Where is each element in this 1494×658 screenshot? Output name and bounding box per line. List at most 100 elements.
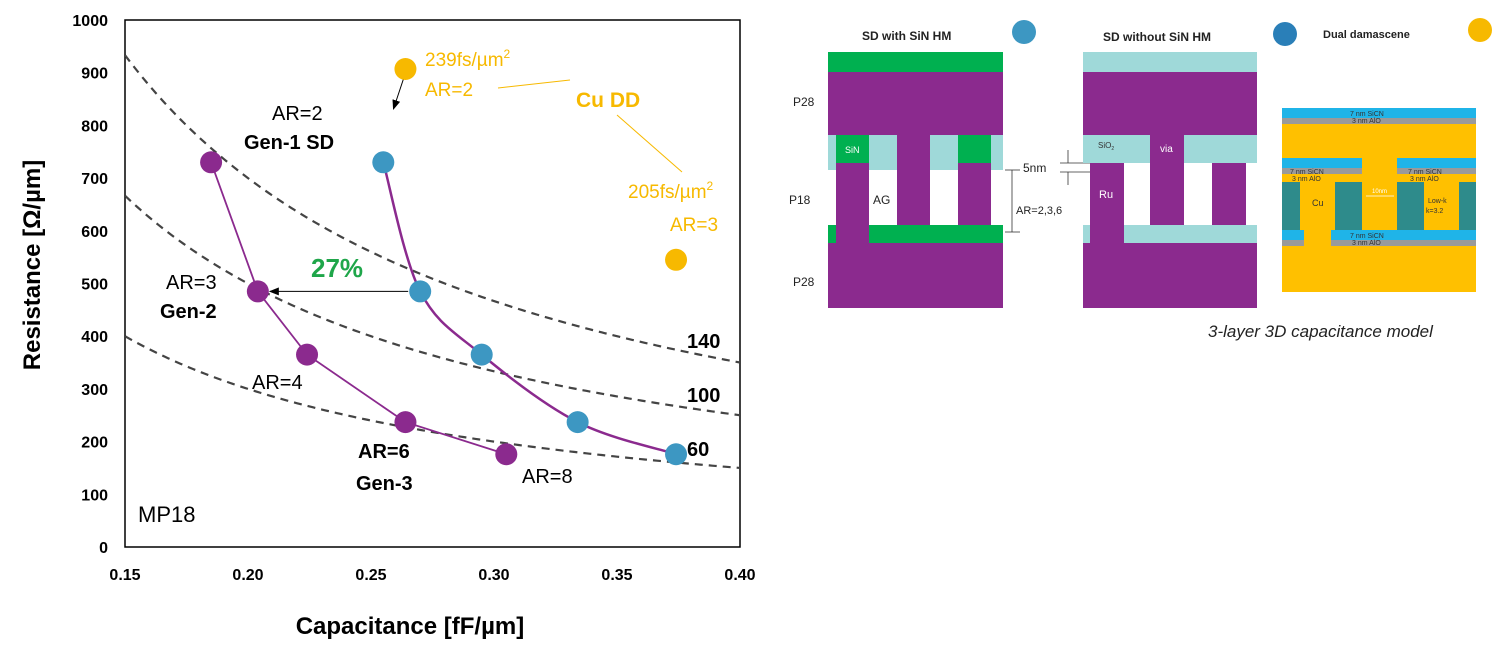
y-tick-label: 300 <box>81 382 108 399</box>
dd-lowk1: Low-k <box>1428 198 1447 205</box>
annotation-arrows <box>268 78 409 296</box>
title-sd-without-hm: SD without SiN HM <box>1103 30 1211 44</box>
label-p28-bottom: P28 <box>793 275 815 289</box>
y-axis-label: Resistance [Ω/µm] <box>19 160 46 370</box>
dd-mid-alo: 3 nm AlO <box>1292 176 1321 183</box>
legend-dot-without-hm <box>1273 22 1297 46</box>
x-tick-label: 0.15 <box>109 567 140 584</box>
iso-label-140: 140 <box>687 331 720 353</box>
label-gen3: Gen-3 <box>356 473 413 495</box>
label-dd2-tau: 205fs/µm2 <box>628 179 714 203</box>
iso-rc-curves <box>125 54 740 470</box>
label-dd1-tau: 239fs/µm2 <box>425 47 511 71</box>
data-point-s2-p1 <box>665 248 688 271</box>
x-axis-label: Capacitance [fF/µm] <box>296 613 525 640</box>
cu-dd-leader-right <box>616 114 683 173</box>
label-ag: AG <box>873 193 890 207</box>
y-tick-labels: 0 100 200 300 400 500 600 700 800 900 1000 <box>72 13 108 557</box>
structure-sd-without-hm <box>1083 52 1257 308</box>
iso-rc-labels: 140 100 60 <box>687 331 720 461</box>
label-mp18: MP18 <box>138 502 195 527</box>
dd-10nm: 10nm <box>1372 189 1387 195</box>
plot-frame <box>124 19 741 548</box>
dd-mid-alo2: 3 nm AlO <box>1410 176 1439 183</box>
dd-lowk2: k=3.2 <box>1426 208 1443 215</box>
y-tick-label: 200 <box>81 435 108 452</box>
dd-mid-sicn: 7 nm SiCN <box>1290 169 1324 176</box>
y-tick-label: 1000 <box>72 13 108 30</box>
data-point-s1-p4 <box>495 443 518 466</box>
data-point-s0-p4 <box>665 443 688 466</box>
data-point-s1-p1 <box>246 280 269 303</box>
x-tick-label: 0.35 <box>601 567 632 584</box>
title-sd-with-hm: SD with SiN HM <box>862 29 951 43</box>
y-tick-label: 800 <box>81 118 108 135</box>
label-sin: SiN <box>845 145 860 155</box>
y-tick-label: 900 <box>81 66 108 83</box>
data-point-s0-p3 <box>566 411 589 434</box>
iso-curve-60 <box>125 335 740 470</box>
data-point-s2-p0 <box>394 58 417 81</box>
label-ar-range: AR=2,3,6 <box>1016 205 1062 217</box>
dd-bot-alo: 3 nm AlO <box>1352 240 1381 247</box>
resistance-capacitance-chart: 0 100 200 300 400 500 600 700 800 900 1000 0.15 0.2… <box>19 13 756 640</box>
iso-curve-140 <box>125 54 740 364</box>
label-5nm: 5nm <box>1023 161 1046 175</box>
y-tick-label: 700 <box>81 171 108 188</box>
label-ar3: AR=3 <box>166 272 217 294</box>
structure-dual-damascene <box>1282 108 1476 292</box>
dd-mid-sicn2: 7 nm SiCN <box>1408 169 1442 176</box>
schematic-caption: 3-layer 3D capacitance model <box>1208 322 1434 341</box>
data-points <box>200 58 688 466</box>
y-tick-label: 400 <box>81 329 108 346</box>
x-tick-label: 0.40 <box>724 567 755 584</box>
legend-dot-dual <box>1468 18 1492 42</box>
cu-dd-leader-left <box>497 79 571 89</box>
label-ar8: AR=8 <box>522 466 573 488</box>
label-p18: P18 <box>789 193 811 207</box>
dd-cu: Cu <box>1312 198 1324 208</box>
data-point-s0-p1 <box>409 280 432 303</box>
y-tick-label: 100 <box>81 487 108 504</box>
dimension-markers <box>1005 150 1094 233</box>
x-tick-labels: 0.15 0.20 0.25 0.30 0.35 0.40 <box>109 567 755 584</box>
title-dual-damascene: Dual damascene <box>1323 29 1410 41</box>
legend-dot-with-hm <box>1012 20 1036 44</box>
label-dd2-ar: AR=3 <box>670 215 718 236</box>
y-tick-label: 0 <box>99 540 108 557</box>
iso-label-60: 60 <box>687 439 709 461</box>
dd-bot-sicn: 7 nm SiCN <box>1350 233 1384 240</box>
data-point-s0-p2 <box>470 343 493 366</box>
x-tick-label: 0.30 <box>478 567 509 584</box>
dd-top-alo: 3 nm AlO <box>1352 118 1381 125</box>
label-via: via <box>1160 144 1173 155</box>
series-line-0 <box>382 161 677 456</box>
data-point-s1-p2 <box>296 343 319 366</box>
label-gen2: Gen-2 <box>160 301 217 323</box>
label-ru: Ru <box>1099 189 1113 201</box>
label-dd1-ar: AR=2 <box>425 80 473 101</box>
label-gen1: Gen-1 SD <box>244 132 334 154</box>
label-ar2: AR=2 <box>272 103 323 125</box>
x-tick-label: 0.25 <box>355 567 386 584</box>
x-tick-label: 0.20 <box>232 567 263 584</box>
data-point-s1-p0 <box>200 151 223 174</box>
iso-label-100: 100 <box>687 385 720 407</box>
data-point-s1-p3 <box>394 411 417 434</box>
series-lines <box>210 161 677 456</box>
dd-top-sicn: 7 nm SiCN <box>1350 111 1384 118</box>
label-cu-dd: Cu DD <box>576 89 640 112</box>
series-line-1 <box>210 161 507 456</box>
label-p28-top: P28 <box>793 95 815 109</box>
iso-curve-100 <box>125 194 740 417</box>
structure-sd-with-hm <box>828 52 1003 308</box>
label-ar4: AR=4 <box>252 372 303 394</box>
label-sio2: SiO2 <box>1098 141 1114 152</box>
data-point-s0-p0 <box>372 151 395 174</box>
y-tick-label: 500 <box>81 277 108 294</box>
label-ar6: AR=6 <box>358 441 410 463</box>
schematic-panel: SD with SiN HM SD without SiN HM Dual da… <box>789 18 1492 341</box>
y-tick-label: 600 <box>81 224 108 241</box>
label-27pct: 27% <box>311 253 363 283</box>
arrow-dd-to-sd <box>392 78 404 110</box>
